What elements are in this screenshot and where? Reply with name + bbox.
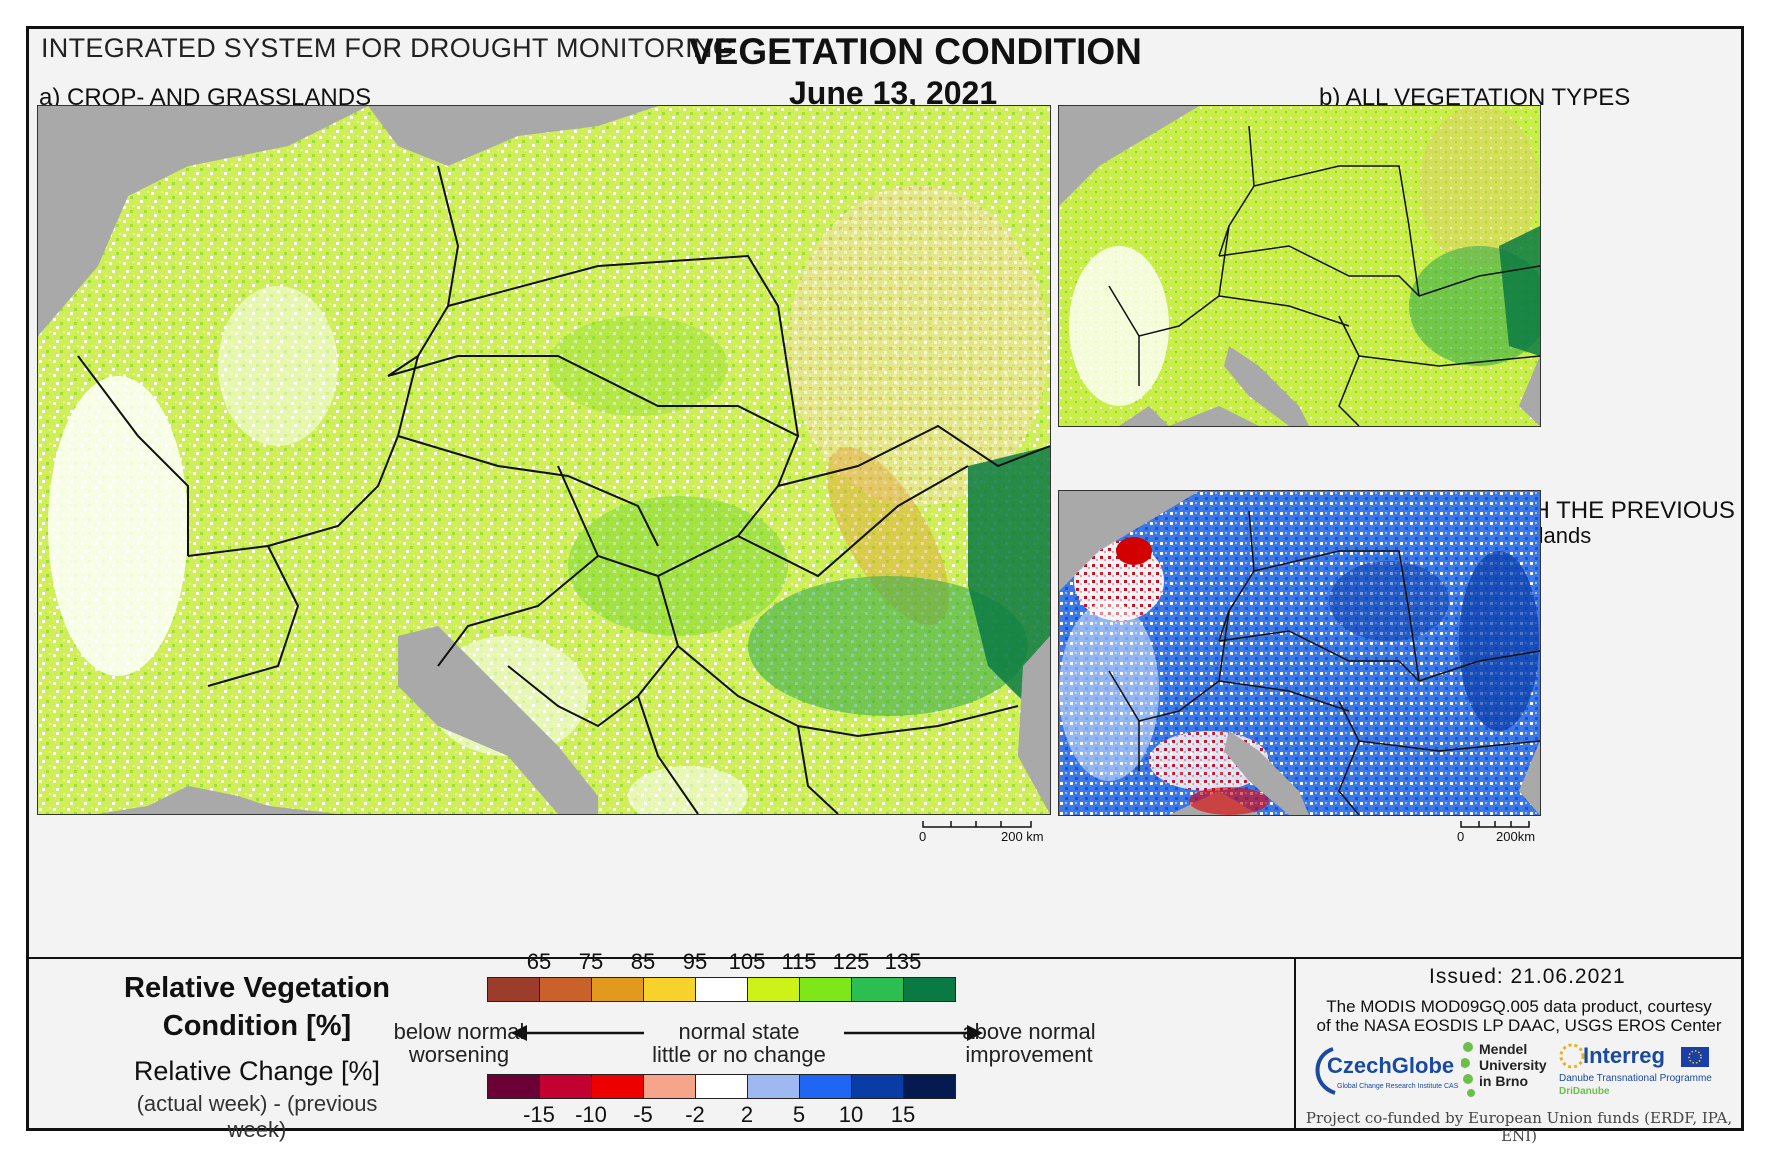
white-patch bbox=[218, 286, 338, 446]
legend-rvc-swatch bbox=[695, 977, 748, 1002]
legend-rc-swatch bbox=[487, 1074, 540, 1099]
figure-frame: INTEGRATED SYSTEM FOR DROUGHT MONITORING… bbox=[26, 26, 1744, 1145]
legend-arrows bbox=[511, 1025, 983, 1041]
black-sea bbox=[1018, 636, 1050, 814]
green-patch bbox=[548, 316, 728, 416]
interreg-star-icon bbox=[1559, 1043, 1585, 1069]
legend-rvc-title: Relative Vegetation Condition [%] bbox=[107, 969, 407, 1045]
legend-divider bbox=[29, 957, 1741, 959]
baltic-sea bbox=[368, 106, 658, 166]
data-credit-line1: The MODIS MOD09GQ.005 data product, cour… bbox=[1326, 997, 1712, 1016]
data-credit-line2: of the NASA EOSDIS LP DAAC, USGS EROS Ce… bbox=[1316, 1016, 1722, 1035]
legend-rvc-swatch bbox=[903, 977, 956, 1002]
map-weekly-change bbox=[1058, 490, 1541, 816]
legend-rc-swatch bbox=[591, 1074, 644, 1099]
legend-rc-swatch bbox=[903, 1074, 956, 1099]
legend-rvc-tick-label: 95 bbox=[682, 949, 708, 974]
legend-rvc-tick-label: 75 bbox=[578, 949, 604, 974]
legend-rc-tick-label: 2 bbox=[740, 1102, 754, 1127]
legend-rc-tick-label: -5 bbox=[633, 1102, 653, 1127]
legend-rc-title: Relative Change [%] bbox=[133, 1056, 381, 1086]
north-sea bbox=[38, 106, 368, 336]
legend-normal-label-1: normal state bbox=[678, 1019, 800, 1044]
czechglobe-swoosh-icon bbox=[1315, 1047, 1336, 1095]
legend-rvc-swatch bbox=[591, 977, 644, 1002]
interreg-logo: Interreg Danube Transnational Programme … bbox=[1557, 1041, 1737, 1105]
interreg-subtext: Danube Transnational Programme bbox=[1559, 1073, 1712, 1084]
czechglobe-subtext: Global Change Research Institute CAS bbox=[1337, 1083, 1459, 1090]
czechglobe-text: CzechGlobe bbox=[1327, 1053, 1455, 1078]
scalebar-bc-end: 200km bbox=[1496, 829, 1536, 844]
issued-date: Issued: 21.06.2021 bbox=[1429, 965, 1626, 988]
legend-rvc-swatch bbox=[747, 977, 800, 1002]
legend-rvc-tick-label: 105 bbox=[728, 949, 766, 974]
legend-rc-tick-label: -15 bbox=[523, 1102, 555, 1127]
legend-rvc-tick-label: 85 bbox=[630, 949, 656, 974]
legend-rvc-title-line2: Condition [%] bbox=[162, 1010, 352, 1042]
legend-rvc-tick-label: 135 bbox=[884, 949, 922, 974]
green-patch bbox=[748, 576, 1028, 716]
legend-rvc-tick-label: 115 bbox=[781, 949, 817, 974]
funding-note: Project co-funded by European Union fund… bbox=[1305, 1109, 1733, 1145]
page-title: VEGETATION CONDITION bbox=[689, 31, 1142, 72]
legend-rc-tick-label: -10 bbox=[575, 1102, 607, 1127]
dark-green-patch bbox=[968, 446, 1050, 706]
legend-rvc-swatch bbox=[539, 977, 592, 1002]
legend-rvc-swatch bbox=[851, 977, 904, 1002]
map-b-svg bbox=[1059, 106, 1540, 426]
eu-flag-icon bbox=[1681, 1047, 1709, 1067]
map-all-vegetation bbox=[1058, 105, 1541, 427]
white-patch bbox=[628, 766, 748, 814]
tyrrhenian-sea bbox=[98, 786, 338, 814]
legend-rc-tick-label: 15 bbox=[890, 1102, 916, 1127]
adriatic-sea bbox=[398, 626, 598, 814]
scalebar-bc bbox=[1460, 821, 1530, 828]
interreg-subtext-2: DriDanube bbox=[1559, 1086, 1610, 1097]
scalebar-bc-start: 0 bbox=[1457, 829, 1465, 844]
white-patch bbox=[48, 376, 188, 676]
scalebar-a-end: 200 km bbox=[1001, 829, 1044, 844]
legend-below-label-2: worsening bbox=[408, 1042, 510, 1067]
legend-rvc-swatch bbox=[799, 977, 852, 1002]
mendel-text-2: University bbox=[1479, 1057, 1547, 1073]
legend-rc-swatch bbox=[539, 1074, 592, 1099]
mendel-dots-icon bbox=[1461, 1042, 1475, 1097]
legend-rc-subtitle: (actual week) - (previous week) bbox=[136, 1091, 378, 1142]
legend-rc-swatch bbox=[695, 1074, 748, 1099]
country-borders bbox=[77, 165, 1050, 814]
legend-rc-tick-label: 5 bbox=[792, 1102, 806, 1127]
mendel-logo: Mendel University in Brno bbox=[1461, 1041, 1551, 1101]
scalebar-a bbox=[922, 821, 1032, 828]
legend-rvc-swatch bbox=[487, 977, 540, 1002]
legend-above-label-2: improvement bbox=[965, 1042, 1093, 1067]
system-title: INTEGRATED SYSTEM FOR DROUGHT MONITORING bbox=[41, 33, 735, 63]
interreg-text: Interreg bbox=[1583, 1043, 1665, 1068]
map-a-svg bbox=[38, 106, 1050, 814]
footer-divider bbox=[1294, 959, 1296, 1131]
czechglobe-logo: CzechGlobe Global Change Research Instit… bbox=[1311, 1041, 1461, 1101]
legend-rvc-tick-label: 65 bbox=[526, 949, 552, 974]
legend-normal-label-2: little or no change bbox=[652, 1042, 826, 1067]
mendel-text-1: Mendel bbox=[1479, 1041, 1528, 1057]
data-credit: The MODIS MOD09GQ.005 data product, cour… bbox=[1309, 997, 1729, 1035]
legend-rc-swatch bbox=[799, 1074, 852, 1099]
map-c-svg bbox=[1059, 491, 1540, 815]
legend-rvc-swatch bbox=[643, 977, 696, 1002]
legend-rc-swatch bbox=[851, 1074, 904, 1099]
legend-rc-swatch bbox=[643, 1074, 696, 1099]
legend-rc-tick-label: -2 bbox=[685, 1102, 705, 1127]
legend-rvc-tick-label: 125 bbox=[832, 949, 870, 974]
legend-rc-swatch bbox=[747, 1074, 800, 1099]
legend-rc-tick-label: 10 bbox=[838, 1102, 864, 1127]
legend-rvc-title-line1: Relative Vegetation bbox=[124, 972, 390, 1004]
orange-patch bbox=[788, 186, 1048, 506]
map-crop-grasslands bbox=[37, 105, 1051, 815]
scalebar-a-start: 0 bbox=[919, 829, 927, 844]
legend-below-label-1: below normal bbox=[393, 1019, 525, 1044]
mendel-text-3: in Brno bbox=[1479, 1073, 1528, 1089]
legend-above-label-1: above normal bbox=[962, 1019, 1096, 1044]
